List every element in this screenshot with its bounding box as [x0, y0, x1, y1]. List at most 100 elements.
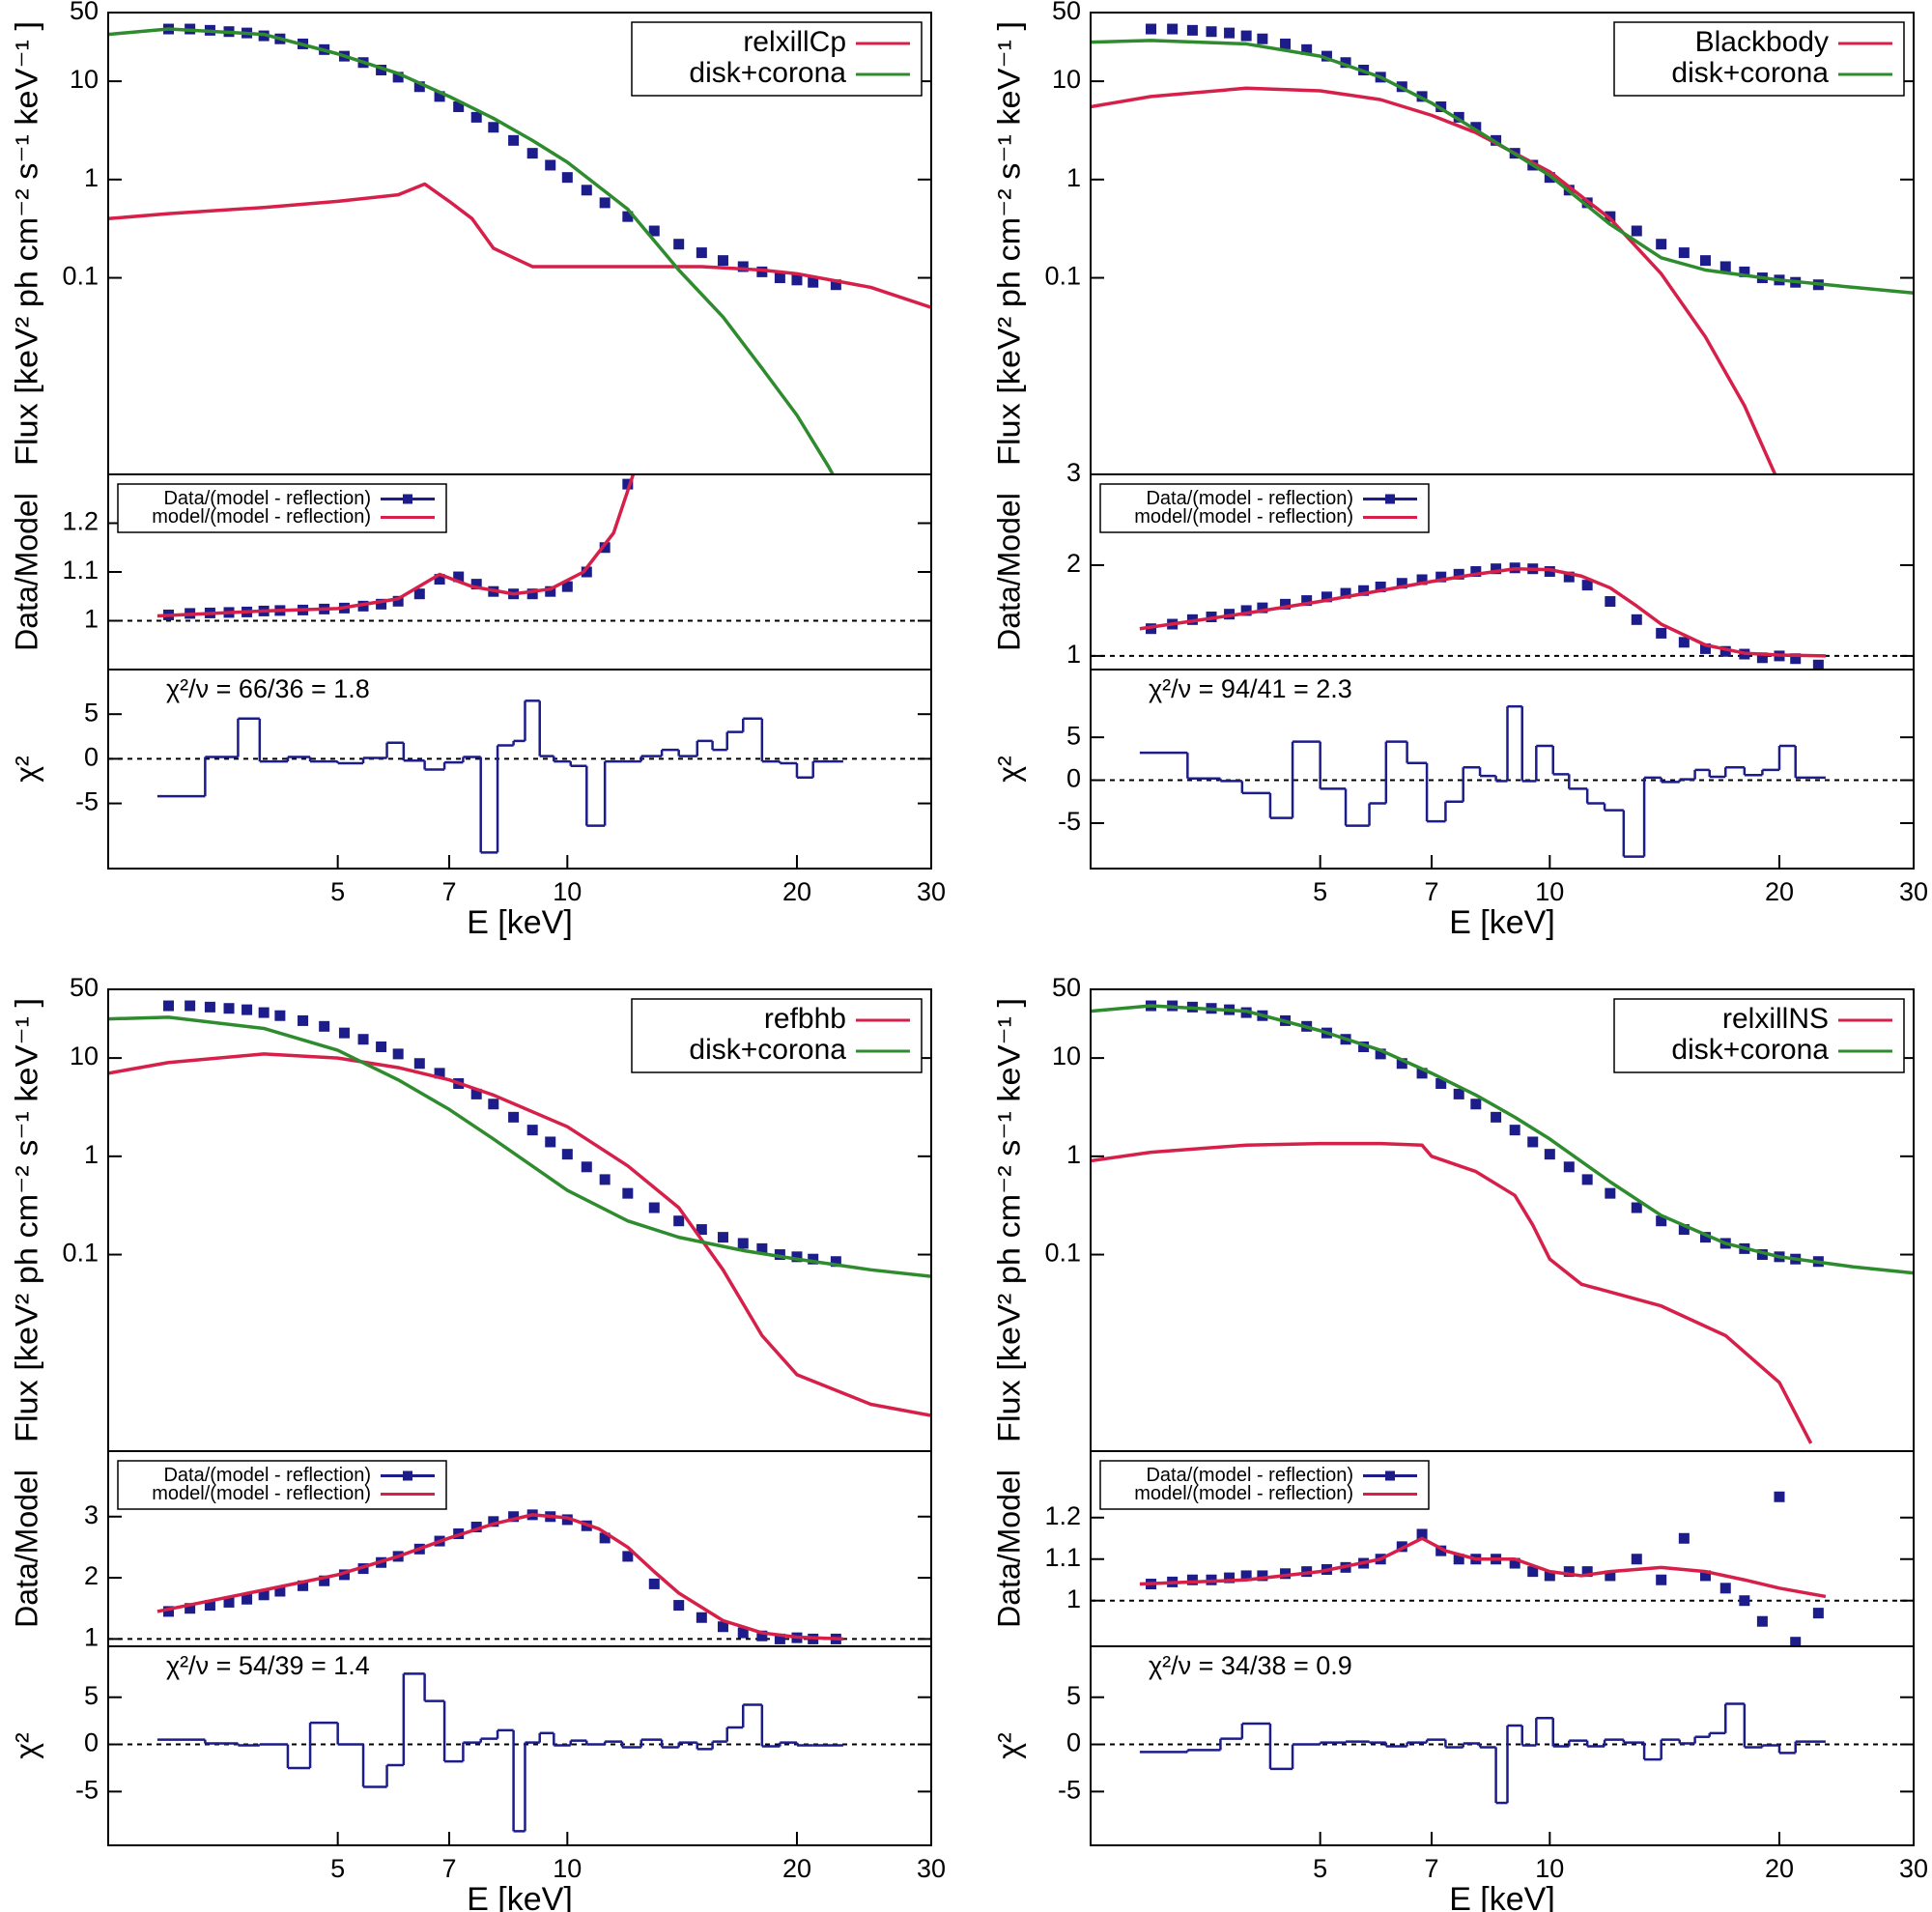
data-point — [756, 1242, 768, 1254]
data-point — [756, 1630, 768, 1641]
y-tick-label: 10 — [1052, 65, 1081, 94]
data-point — [1453, 111, 1464, 123]
data-point — [163, 1000, 175, 1012]
data-point — [1257, 602, 1268, 614]
data-point — [1416, 1068, 1428, 1079]
y-tick-label: 0 — [84, 1728, 99, 1757]
data-point — [319, 1575, 330, 1586]
data-point — [1678, 1532, 1690, 1544]
y-tick-label: 3 — [1066, 458, 1081, 487]
y-tick-label: 0 — [1066, 1728, 1081, 1757]
plot-area — [1091, 1491, 1914, 1646]
data-point — [1435, 571, 1447, 583]
data-point — [830, 279, 841, 291]
plot-area — [108, 474, 931, 622]
legend-label: Data/(model - reflection) — [1146, 488, 1353, 509]
data-point — [453, 101, 465, 113]
subplot: 0.1 1 10 50 Flux [keV² ph cm⁻² s⁻¹ keV⁻¹ ] re… — [9, 973, 932, 1452]
data-point — [1756, 1615, 1768, 1627]
data-point — [561, 172, 573, 184]
data-point — [1321, 591, 1332, 603]
data-point — [1605, 1570, 1616, 1582]
data-point — [223, 1596, 235, 1608]
data-point — [1453, 568, 1464, 580]
data-point — [1358, 1042, 1370, 1053]
annotation: χ²/ν = 34/38 = 0.9 — [1149, 1651, 1352, 1680]
legend-label: disk+corona — [689, 57, 846, 89]
x-tick-label: 7 — [442, 1854, 457, 1883]
subplot: 1 1.1 1.2 Data/Model Data/(model - reflectio… — [9, 473, 932, 671]
x-tick-label: 20 — [1765, 877, 1794, 906]
data-point — [1280, 598, 1292, 610]
data-point — [1470, 122, 1482, 133]
y-tick-label: 2 — [1066, 549, 1081, 578]
data-point — [274, 1585, 286, 1597]
data-point — [1678, 247, 1690, 259]
plot-area — [108, 699, 931, 854]
y-tick-label: 2 — [84, 1561, 99, 1590]
data-point — [413, 588, 425, 600]
data-point — [1416, 574, 1428, 585]
y-tick-label: 1 — [84, 1623, 99, 1652]
x-tick-label: 10 — [1535, 1854, 1564, 1883]
model-line — [156, 474, 636, 618]
data-point — [338, 1569, 350, 1581]
y-tick-label: 1 — [1066, 640, 1081, 669]
data-point — [1544, 1570, 1555, 1582]
data-point — [1491, 563, 1502, 575]
x-axis-label: E [keV] — [467, 1881, 573, 1912]
data-point — [508, 1511, 520, 1523]
y-tick-label: 1 — [1066, 1140, 1081, 1169]
data-point — [581, 1161, 592, 1173]
annotation: χ²/ν = 54/39 = 1.4 — [166, 1651, 370, 1680]
data-point — [756, 266, 768, 277]
data-point — [488, 1099, 499, 1110]
legend-marker — [403, 494, 412, 504]
data-point — [242, 1004, 253, 1015]
y-tick-label: 0 — [1066, 764, 1081, 793]
data-point — [581, 566, 592, 578]
legend-label: Data/(model - reflection) — [163, 1465, 371, 1486]
data-point — [204, 1001, 215, 1013]
data-point — [1631, 225, 1642, 237]
legend-label: disk+corona — [689, 1034, 846, 1066]
data-point — [1453, 1088, 1464, 1099]
y-tick-label: 10 — [70, 65, 99, 94]
data-point — [488, 1516, 499, 1527]
data-point — [673, 1600, 685, 1612]
data-point — [791, 1251, 803, 1263]
data-point — [1678, 1224, 1690, 1236]
model-line — [108, 182, 931, 309]
data-point — [376, 65, 387, 76]
x-tick-label: 5 — [1313, 1854, 1327, 1883]
data-point — [561, 1514, 573, 1526]
data-point — [1656, 1215, 1667, 1227]
data-point — [1186, 1574, 1198, 1585]
data-point — [622, 478, 634, 490]
y-axis-label: Flux [keV² ph cm⁻² s⁻¹ keV⁻¹ ] — [991, 21, 1026, 466]
legend-label: relxillNS — [1722, 1003, 1829, 1035]
data-point — [1756, 1249, 1768, 1261]
data-point — [1719, 645, 1731, 657]
data-point — [508, 1111, 520, 1123]
data-point — [392, 1048, 404, 1060]
data-point — [1790, 1637, 1802, 1646]
data-point — [599, 542, 611, 554]
data-point — [1375, 1048, 1386, 1060]
y-tick-label: 1 — [84, 605, 99, 634]
data-point — [1581, 1566, 1593, 1578]
data-point — [1224, 1572, 1236, 1584]
data-point — [673, 1215, 685, 1227]
data-point — [1527, 1136, 1539, 1148]
data-point — [1509, 1557, 1520, 1569]
data-point — [1812, 1608, 1824, 1619]
legend-box — [117, 1460, 447, 1510]
data-point — [1224, 27, 1236, 39]
legend-label: model/(model - reflection) — [1134, 1483, 1353, 1504]
data-point — [1375, 582, 1386, 593]
x-tick-label: 30 — [917, 877, 946, 906]
subplot: -5 0 5 5 7 10 20 30 E [keV] χ² χ²/ν = 66/36 = 1.8 — [9, 669, 946, 941]
data-point — [1167, 23, 1179, 35]
x-tick-label: 20 — [1765, 1854, 1794, 1883]
y-tick-label: 50 — [1052, 973, 1081, 1002]
